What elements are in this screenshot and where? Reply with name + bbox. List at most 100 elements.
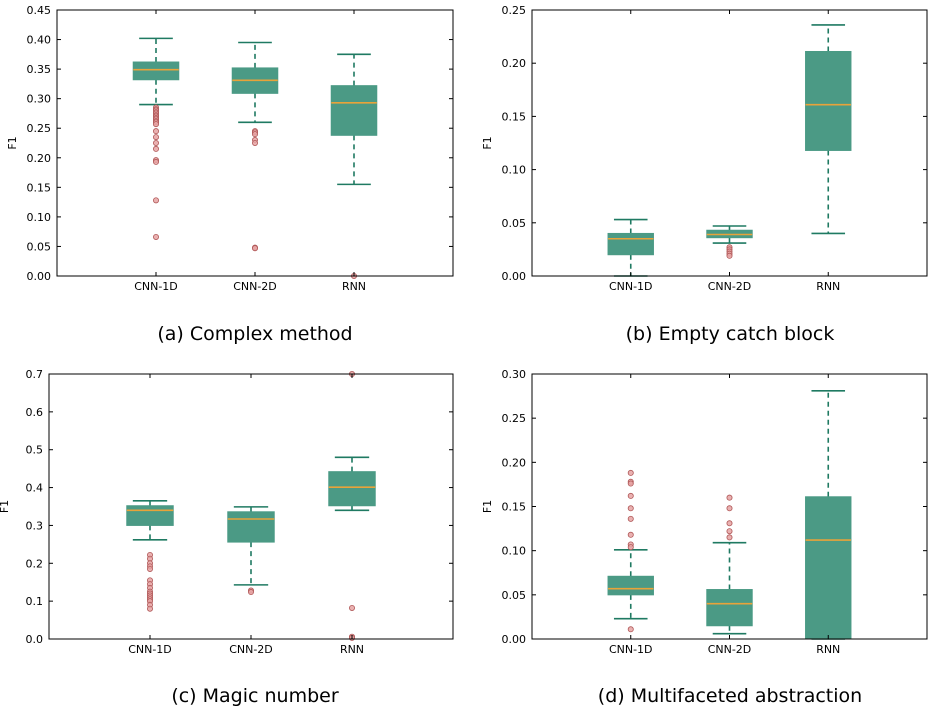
y-tick-label: 0.15 xyxy=(502,501,527,514)
outlier-point xyxy=(627,544,634,551)
y-tick-label: 0.25 xyxy=(502,4,527,17)
outlier-point xyxy=(348,604,355,611)
box-cnn-2d xyxy=(227,506,275,596)
iqr-box xyxy=(607,575,654,596)
box-cnn-1d xyxy=(607,469,654,633)
y-tick-label: 0.00 xyxy=(502,633,527,646)
x-tick-label: CNN-1D xyxy=(609,280,653,293)
y-tick-label: 0.20 xyxy=(502,456,527,469)
y-tick-label: 0.40 xyxy=(27,34,52,47)
outlier-point xyxy=(152,158,159,165)
y-axis-label: F1 xyxy=(0,500,11,513)
y-tick-label: 0.30 xyxy=(502,368,527,381)
chart-panel-3: 0.0 0.1 0.2 0.3 0.4 0.5 0.6 0.7 F1 CNN-1D CNN-2D RN… xyxy=(0,368,454,707)
y-tick-label: 0.35 xyxy=(27,63,52,76)
box-cnn-1d xyxy=(132,37,180,240)
y-tick-label: 0.15 xyxy=(27,181,52,194)
box-cnn-2d xyxy=(706,494,753,635)
y-tick-label: 0.10 xyxy=(502,545,527,558)
box-cnn-1d xyxy=(126,500,174,612)
y-tick-label: 0.2 xyxy=(26,557,44,570)
outlier-point xyxy=(627,469,634,476)
y-tick-label: 0.15 xyxy=(502,110,527,123)
x-tick-label: CNN-1D xyxy=(609,643,653,656)
y-tick-label: 0.25 xyxy=(502,412,527,425)
chart-panel-4: 0.00 0.05 0.10 0.15 0.20 0.25 0.30 F1 CNN-1D CNN-… xyxy=(481,368,928,707)
y-axis-label: F1 xyxy=(481,136,494,149)
box-cnn-2d xyxy=(231,41,279,252)
outlier-point xyxy=(726,252,733,259)
y-axis-label: F1 xyxy=(6,136,19,149)
box-rnn xyxy=(330,53,378,279)
iqr-box xyxy=(706,589,753,627)
y-axis-label: F1 xyxy=(481,500,494,513)
outlier-point xyxy=(247,589,254,596)
outlier-point xyxy=(251,139,258,146)
outlier-point xyxy=(251,245,258,252)
y-tick-label: 0.20 xyxy=(502,57,527,70)
iqr-box xyxy=(805,50,852,151)
y-tick-label: 0.30 xyxy=(27,93,52,106)
x-tick-label: CNN-2D xyxy=(708,643,752,656)
y-tick-label: 0.4 xyxy=(26,482,44,495)
box-cnn-1d xyxy=(607,218,654,277)
box-cnn-2d xyxy=(706,225,753,259)
iqr-box xyxy=(126,505,174,526)
y-tick-label: 0.00 xyxy=(27,270,52,283)
outlier-point xyxy=(726,505,733,512)
x-tick-label: RNN xyxy=(816,280,840,293)
outlier-point xyxy=(152,197,159,204)
x-tick-label: RNN xyxy=(340,643,364,656)
outlier-point xyxy=(627,505,634,512)
outlier-point xyxy=(146,565,153,572)
subfigure-caption: (c) Magic number xyxy=(171,685,339,707)
outlier-point xyxy=(627,626,634,633)
outlier-point xyxy=(152,128,159,135)
outlier-point xyxy=(146,605,153,612)
y-tick-label: 0.5 xyxy=(26,444,44,457)
outlier-point xyxy=(152,145,159,152)
iqr-box xyxy=(805,496,852,640)
y-tick-label: 0.3 xyxy=(26,519,44,532)
y-tick-label: 0.6 xyxy=(26,406,44,419)
x-tick-label: CNN-2D xyxy=(229,643,273,656)
y-tick-label: 0.10 xyxy=(27,211,52,224)
box-rnn xyxy=(805,389,852,640)
outlier-point xyxy=(152,134,159,141)
iqr-box xyxy=(132,61,180,81)
chart-panel-2: 0.00 0.05 0.10 0.15 0.20 0.25 F1 CNN-1D CNN-2D RN… xyxy=(481,4,928,345)
outlier-point xyxy=(627,492,634,499)
iqr-box xyxy=(227,511,275,543)
x-tick-label: CNN-1D xyxy=(128,643,172,656)
x-tick-label: CNN-1D xyxy=(134,280,178,293)
outlier-point xyxy=(726,534,733,541)
outlier-point xyxy=(152,139,159,146)
y-tick-label: 0.25 xyxy=(27,122,52,135)
outlier-point xyxy=(627,515,634,522)
outlier-point xyxy=(152,121,159,128)
subfigure-caption: (d) Multifaceted abstraction xyxy=(598,685,862,707)
y-tick-label: 0.05 xyxy=(502,589,527,602)
iqr-box xyxy=(328,471,376,507)
outlier-point xyxy=(726,528,733,535)
box-rnn xyxy=(805,24,852,235)
y-tick-label: 0.1 xyxy=(26,595,44,608)
y-tick-label: 0.7 xyxy=(26,368,44,381)
y-tick-label: 0.05 xyxy=(502,217,527,230)
y-tick-label: 0.45 xyxy=(27,4,52,17)
x-tick-label: RNN xyxy=(342,280,366,293)
y-tick-label: 0.20 xyxy=(27,152,52,165)
outlier-point xyxy=(726,494,733,501)
y-tick-label: 0.00 xyxy=(502,270,527,283)
box-rnn xyxy=(328,370,376,641)
y-tick-label: 0.05 xyxy=(27,240,52,253)
chart-panel-1: 0.00 0.05 0.10 0.15 0.20 0.25 0.30 0.35 0.40 0.45… xyxy=(6,4,454,345)
x-tick-label: CNN-2D xyxy=(708,280,752,293)
subfigure-caption: (b) Empty catch block xyxy=(626,323,835,345)
outlier-point xyxy=(152,233,159,240)
outlier-point xyxy=(627,480,634,487)
subfigure-caption: (a) Complex method xyxy=(157,323,352,345)
x-tick-label: RNN xyxy=(816,643,840,656)
x-tick-label: CNN-2D xyxy=(233,280,277,293)
